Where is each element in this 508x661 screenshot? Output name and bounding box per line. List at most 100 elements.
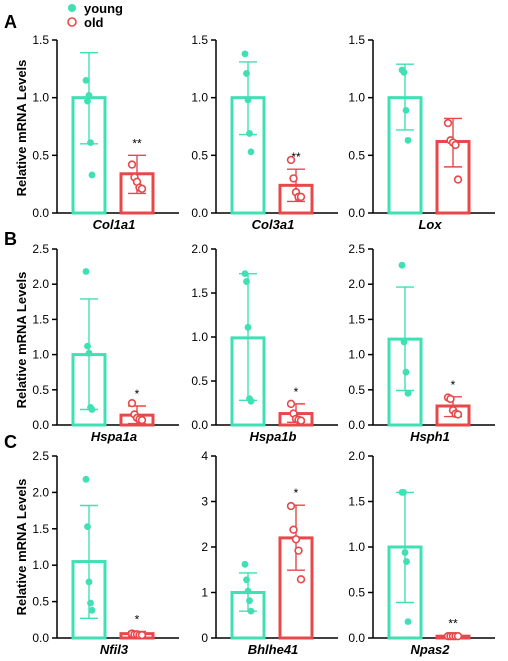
data-point-young	[247, 607, 255, 615]
gene-label: Col3a1	[252, 217, 295, 232]
y-tick-label: 1.5	[32, 522, 49, 536]
y-tick-label: 2	[201, 540, 208, 554]
data-point-young	[84, 342, 91, 350]
legend-young-label: young	[84, 1, 123, 16]
gene-label: Hspa1a	[91, 429, 137, 444]
y-tick-label: 4	[201, 449, 208, 463]
data-point-young	[241, 50, 249, 58]
y-tick-label: 3	[201, 495, 208, 509]
y-tick-label: 0.5	[32, 383, 49, 397]
legend: young old	[67, 1, 123, 30]
data-point-old	[127, 160, 137, 169]
y-tick-label: 1.5	[32, 33, 49, 47]
data-point-old	[289, 174, 298, 183]
data-point-young	[398, 261, 406, 269]
y-tick-label: 0.5	[32, 595, 49, 609]
data-point-old	[286, 399, 296, 409]
y-tick-label: 1.0	[191, 91, 208, 105]
data-point-young	[87, 599, 94, 607]
data-point-young	[247, 397, 255, 405]
data-point-young	[246, 130, 253, 137]
data-point-old	[453, 631, 463, 641]
y-tick-label: 1.5	[348, 495, 365, 509]
y-tick-label: 2.0	[348, 449, 365, 463]
y-tick-label: 1.0	[32, 91, 49, 105]
data-point-young	[401, 549, 409, 556]
legend-young-marker	[68, 4, 76, 12]
gene-label: Hsph1	[410, 429, 450, 444]
y-tick-label: 0.0	[348, 206, 365, 220]
y-tick-label: 0.5	[32, 148, 49, 162]
y-tick-label: 2.0	[191, 242, 208, 256]
y-tick-label: 0.0	[32, 418, 49, 432]
data-point-old	[451, 140, 460, 150]
data-point-young	[88, 606, 96, 614]
y-tick-label: 0.5	[348, 148, 365, 162]
ylabel-row-a: Relative mRNA Levels	[14, 60, 29, 197]
y-tick-label: 1.0	[348, 348, 365, 362]
panel-col3a1: 0.0 0.5 1.0 1.5 Col3a1 **	[191, 33, 338, 232]
gene-label: Col1a1	[93, 217, 136, 232]
data-point-young	[244, 96, 252, 104]
data-point-young	[241, 560, 249, 568]
data-point-young	[244, 587, 252, 595]
y-tick-label: 2.0	[32, 277, 49, 291]
y-tick-label: 1.5	[32, 312, 49, 326]
y-tick-label: 0.0	[191, 206, 208, 220]
y-tick-label: 2.5	[32, 242, 49, 256]
significance-marker: **	[291, 150, 301, 164]
y-tick-label: 0.0	[32, 206, 49, 220]
y-tick-label: 2.5	[32, 449, 49, 463]
data-point-young	[88, 171, 96, 179]
significance-marker: *	[294, 486, 299, 500]
data-point-old	[453, 175, 463, 184]
data-point-old	[453, 410, 463, 419]
y-tick-label: 0.5	[191, 148, 208, 162]
data-point-young	[88, 406, 96, 413]
gene-label: Npas2	[410, 642, 450, 657]
data-point-old	[286, 155, 296, 165]
y-tick-label: 1.0	[191, 330, 208, 344]
y-tick-label: 2.0	[32, 485, 49, 499]
y-tick-label: 0	[201, 631, 208, 645]
data-point-young	[402, 106, 410, 114]
y-tick-label: 1.5	[191, 33, 208, 47]
data-point-young	[82, 475, 90, 483]
data-point-young	[404, 618, 412, 626]
y-tick-label: 0.5	[348, 586, 365, 600]
data-point-young	[87, 139, 94, 147]
panel-bhlhe41: 0 1 2 3 4 Bhlhe41 *	[201, 449, 338, 657]
ylabel-row-c: Relative mRNA Levels	[14, 479, 29, 616]
y-tick-label: 1.5	[191, 286, 208, 300]
gene-label: Bhlhe41	[248, 642, 299, 657]
data-point-young	[241, 270, 249, 278]
panel-hspa1b: 0.0 0.5 1.0 1.5 2.0 Hspa1b *	[191, 242, 338, 444]
data-point-young	[404, 136, 412, 144]
panel-npas2: 0.0 0.5 1.0 1.5 2.0 Npas2 **	[348, 449, 495, 657]
data-point-young	[82, 76, 90, 84]
panel-col1a1: 0.0 0.5 1.0 1.5 Col1a1 **	[32, 33, 179, 232]
y-tick-label: 0.0	[191, 418, 208, 432]
panel-hsph1: 0.0 0.5 1.0 1.5 2.0 2.5 Hsph1 *	[348, 242, 495, 444]
panel-letter-a: A	[4, 12, 17, 32]
data-point-young	[243, 278, 250, 285]
significance-marker: **	[448, 616, 458, 630]
ylabel-row-b: Relative mRNA Levels	[14, 272, 29, 409]
panel-lox: 0.0 0.5 1.0 1.5 Lox	[348, 33, 495, 232]
data-point-old	[127, 398, 137, 408]
y-tick-label: 1.5	[348, 312, 365, 326]
significance-marker: *	[135, 387, 140, 401]
data-point-young	[85, 349, 93, 357]
y-tick-label: 2.0	[348, 277, 365, 291]
data-point-young	[243, 70, 250, 77]
y-tick-label: 2.5	[348, 242, 365, 256]
panel-letter-c: C	[4, 432, 17, 452]
panel-letter-b: B	[4, 229, 17, 249]
gene-label: Nfil3	[100, 642, 129, 657]
panel-hspa1a: 0.0 0.5 1.0 1.5 2.0 2.5 Hspa1a *	[32, 242, 179, 444]
data-point-old	[137, 184, 147, 193]
significance-marker: *	[294, 385, 299, 399]
data-point-young	[85, 578, 93, 586]
data-point-young	[404, 389, 412, 397]
